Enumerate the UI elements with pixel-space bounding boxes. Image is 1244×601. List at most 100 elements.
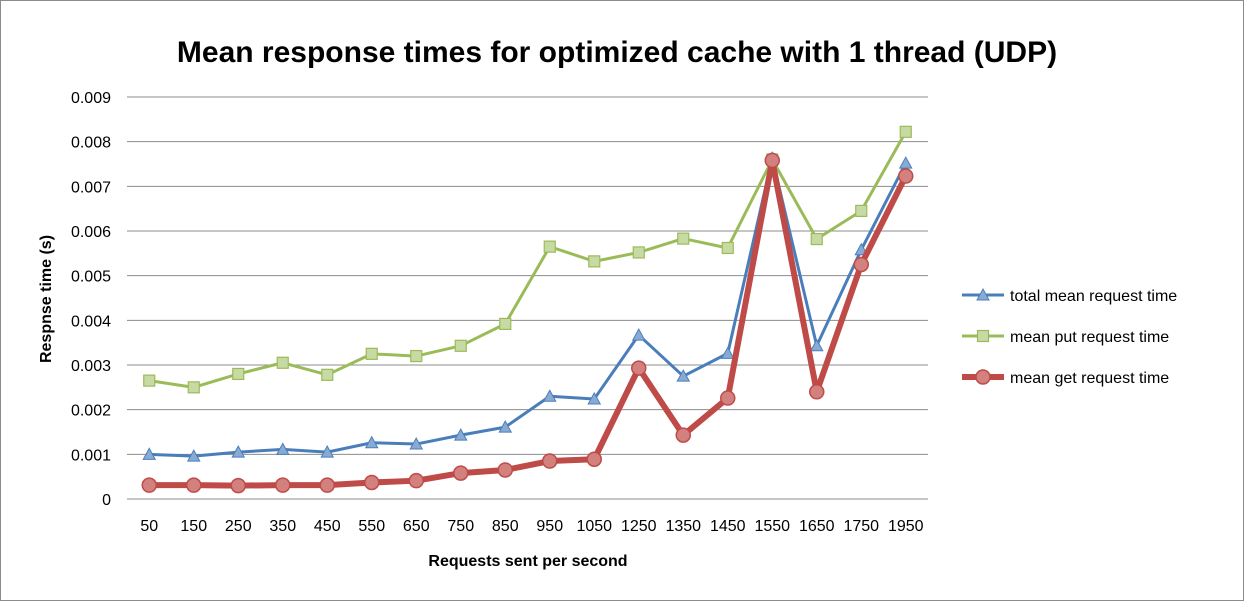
data-point xyxy=(186,449,201,462)
data-point xyxy=(855,204,868,217)
x-tick-label: 1750 xyxy=(843,518,879,535)
data-point xyxy=(764,152,780,169)
y-tick-label: 0.007 xyxy=(71,179,111,196)
x-tick-label: 50 xyxy=(140,518,158,535)
data-point xyxy=(586,451,602,467)
data-point xyxy=(232,367,245,381)
data-point xyxy=(275,442,290,455)
data-point xyxy=(409,437,424,450)
data-point xyxy=(143,374,156,387)
x-tick-label: 1950 xyxy=(888,518,924,535)
x-tick-label: 850 xyxy=(492,518,519,535)
x-tick-label: 750 xyxy=(447,518,474,535)
series-0 xyxy=(142,151,913,462)
x-tick-label: 1450 xyxy=(710,518,746,535)
y-tick-labels: 0 0.001 0.002 0.003 0.004 0.005 0.006 0.007 0.00… xyxy=(71,90,111,509)
y-tick-label: 0.002 xyxy=(71,403,111,420)
data-point xyxy=(542,389,557,402)
x-tick-label: 1550 xyxy=(754,518,790,535)
data-point xyxy=(230,477,246,494)
x-tick-labels: 50 150 250 350 450 550 650 750 850 950 1050 1250 135… xyxy=(140,518,923,535)
legend-marker xyxy=(976,287,990,301)
data-point xyxy=(542,453,558,469)
legend-item: mean put request time xyxy=(962,329,1169,346)
data-point xyxy=(186,477,202,493)
data-point xyxy=(498,420,513,433)
data-point xyxy=(898,156,913,169)
data-point xyxy=(898,168,914,184)
data-point xyxy=(454,339,467,352)
y-tick-label: 0.006 xyxy=(71,224,111,241)
data-point xyxy=(720,346,735,359)
x-tick-label: 150 xyxy=(180,518,207,535)
data-point xyxy=(410,349,423,363)
data-point xyxy=(276,356,289,369)
data-point xyxy=(587,391,602,405)
data-point xyxy=(631,328,646,341)
legend-label: mean get request time xyxy=(1010,370,1169,387)
data-point xyxy=(809,384,825,400)
data-point xyxy=(631,360,647,376)
data-point xyxy=(677,232,690,245)
x-tick-label: 1350 xyxy=(665,518,701,535)
x-tick-label: 1250 xyxy=(621,518,657,535)
data-point xyxy=(853,256,869,273)
series-1 xyxy=(143,125,912,394)
x-tick-label: 950 xyxy=(536,518,563,535)
data-point xyxy=(365,347,378,360)
x-tick-label: 350 xyxy=(269,518,296,535)
x-tick-label: 1650 xyxy=(799,518,835,535)
y-tick-label: 0.003 xyxy=(71,358,111,375)
legend-marker xyxy=(975,369,991,385)
data-point xyxy=(899,125,912,138)
data-point xyxy=(675,427,691,443)
data-point xyxy=(364,474,380,491)
legend-marker xyxy=(976,329,990,343)
y-tick-label: 0.008 xyxy=(71,135,111,152)
series-group xyxy=(141,125,914,494)
data-point xyxy=(632,246,645,259)
data-point xyxy=(319,477,335,493)
data-point xyxy=(588,255,601,268)
data-point xyxy=(676,369,691,382)
legend-item: total mean request time xyxy=(962,287,1177,305)
data-point xyxy=(809,338,824,352)
series-line xyxy=(146,157,909,489)
data-point xyxy=(499,317,512,331)
legend: total mean request time mean put request … xyxy=(962,287,1177,387)
data-point xyxy=(497,462,513,478)
x-tick-label: 1050 xyxy=(576,518,612,535)
data-point xyxy=(364,435,379,449)
data-point xyxy=(187,381,200,394)
y-tick-label: 0.009 xyxy=(71,90,111,107)
data-point xyxy=(810,232,823,246)
data-point xyxy=(408,472,424,489)
data-point xyxy=(543,240,556,253)
legend-label: total mean request time xyxy=(1010,288,1177,305)
x-tick-label: 650 xyxy=(403,518,430,535)
data-point xyxy=(721,241,734,255)
y-axis-title: Respnse time (s) xyxy=(38,235,55,363)
x-tick-label: 550 xyxy=(358,518,385,535)
data-point xyxy=(142,447,157,460)
y-tick-label: 0.005 xyxy=(71,269,111,286)
gridlines xyxy=(127,96,928,500)
data-point xyxy=(231,445,246,458)
data-point xyxy=(141,477,157,493)
series-line xyxy=(147,130,908,389)
series-2 xyxy=(141,152,914,494)
data-point xyxy=(720,390,736,406)
series-line xyxy=(147,156,908,458)
y-tick-label: 0 xyxy=(102,492,111,509)
data-point xyxy=(275,477,291,493)
chart-title: Mean response times for optimized cache … xyxy=(177,36,1057,69)
data-point xyxy=(320,445,335,458)
y-tick-label: 0.001 xyxy=(71,447,111,464)
legend-label: mean put request time xyxy=(1010,329,1169,346)
data-point xyxy=(453,428,468,441)
data-point xyxy=(453,465,469,481)
x-tick-label: 450 xyxy=(314,518,341,535)
y-tick-label: 0.004 xyxy=(71,313,111,330)
